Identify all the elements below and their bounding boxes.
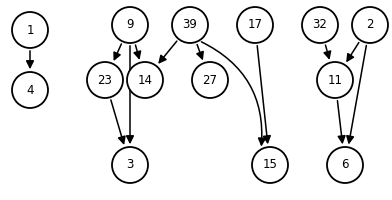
Circle shape xyxy=(12,12,48,48)
Circle shape xyxy=(112,7,148,43)
Text: 1: 1 xyxy=(26,23,34,36)
Circle shape xyxy=(127,62,163,98)
Text: 2: 2 xyxy=(366,19,374,31)
Circle shape xyxy=(327,147,363,183)
Circle shape xyxy=(12,72,48,108)
Text: 17: 17 xyxy=(247,19,263,31)
Circle shape xyxy=(317,62,353,98)
Text: 3: 3 xyxy=(126,158,134,171)
Circle shape xyxy=(172,7,208,43)
Text: 15: 15 xyxy=(263,158,278,171)
Circle shape xyxy=(252,147,288,183)
Text: 39: 39 xyxy=(183,19,198,31)
Text: 27: 27 xyxy=(203,73,218,86)
Text: 11: 11 xyxy=(327,73,343,86)
Circle shape xyxy=(192,62,228,98)
Circle shape xyxy=(237,7,273,43)
Text: 14: 14 xyxy=(138,73,152,86)
Text: 32: 32 xyxy=(312,19,327,31)
Text: 6: 6 xyxy=(341,158,349,171)
Text: 23: 23 xyxy=(98,73,113,86)
Text: 9: 9 xyxy=(126,19,134,31)
Circle shape xyxy=(112,147,148,183)
Text: 4: 4 xyxy=(26,84,34,97)
Circle shape xyxy=(87,62,123,98)
Circle shape xyxy=(352,7,388,43)
Circle shape xyxy=(302,7,338,43)
